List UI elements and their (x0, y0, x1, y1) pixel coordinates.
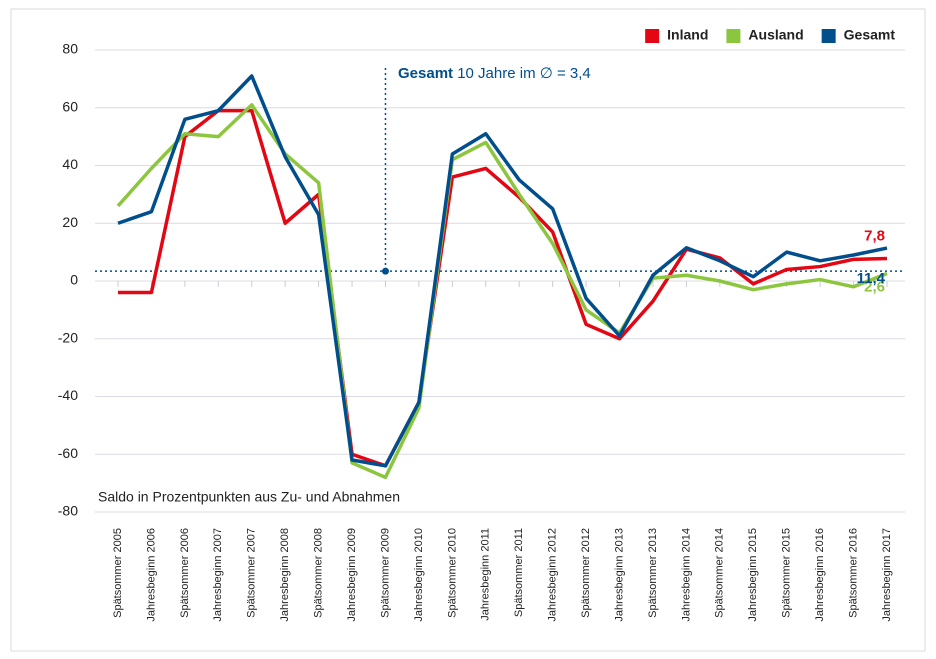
x-tick-label: Jahresbeginn 2012 (547, 528, 559, 622)
value-label: 11,4 (857, 270, 886, 287)
x-tick-label: Spätsommer 2014 (714, 528, 726, 618)
y-tick-label: 80 (62, 41, 78, 57)
line-series (116, 103, 888, 480)
x-tick-label: Spätsommer 2011 (513, 528, 525, 617)
x-tick-label: Jahresbeginn 2008 (279, 528, 291, 622)
x-tick-label: Spätsommer 2008 (313, 528, 325, 618)
legend-label: Gesamt (844, 27, 896, 43)
x-tick-label: Jahresbeginn 2007 (212, 528, 224, 622)
y-tick-label: -80 (58, 503, 78, 519)
x-tick-label: Spätsommer 2015 (781, 528, 793, 618)
x-tick-label: Spätsommer 2007 (246, 528, 258, 618)
y-tick-label: 60 (62, 98, 78, 114)
x-tick-label: Spätsommer 2009 (379, 528, 391, 618)
legend-swatch (821, 29, 836, 43)
line-series (117, 74, 888, 468)
x-tick-label: Jahresbeginn 2010 (413, 528, 425, 622)
x-tick-label: Jahresbeginn 2011 (480, 528, 492, 621)
legend-label: Inland (667, 27, 708, 43)
x-tick-label: Spätsommer 2006 (179, 528, 191, 618)
x-tick-label: Spätsommer 2005 (112, 528, 124, 618)
x-tick-label: Spätsommer 2016 (847, 528, 859, 618)
legend-swatch (645, 29, 660, 43)
y-axis-label: Saldo in Prozentpunkten aus Zu- und Abna… (98, 489, 400, 505)
x-tick-label: Jahresbeginn 2015 (747, 528, 759, 622)
annotation: Gesamt 10 Jahre im ∅ = 3,4 (398, 65, 591, 82)
annotation-text: 10 Jahre im ∅ = 3,4 (457, 65, 591, 82)
legend-label: Ausland (748, 27, 803, 43)
y-tick-label: -20 (58, 329, 78, 345)
y-tick-label: -40 (58, 387, 78, 403)
y-tick-label: 20 (62, 214, 78, 230)
x-tick-label: Spätsommer 2010 (446, 528, 458, 618)
y-tick-label: -60 (58, 445, 78, 461)
x-tick-label: Jahresbeginn 2014 (680, 528, 692, 622)
annotation-bold: Gesamt (398, 65, 453, 82)
x-tick-label: Jahresbeginn 2013 (613, 528, 625, 622)
x-tick-label: Spätsommer 2012 (580, 528, 592, 618)
y-tick-label: 0 (70, 272, 78, 288)
x-tick-label: Jahresbeginn 2006 (145, 528, 157, 622)
value-label: 7,8 (864, 227, 885, 244)
y-tick-label: 40 (62, 156, 78, 172)
x-tick-label: Jahresbeginn 2016 (814, 528, 826, 622)
x-tick-label: Jahresbeginn 2017 (881, 528, 893, 622)
x-tick-label: Jahresbeginn 2009 (346, 528, 358, 622)
average-dot (381, 267, 389, 275)
x-tick-label: Spätsommer 2013 (647, 528, 659, 618)
legend-swatch (726, 29, 741, 43)
panel (10, 8, 926, 652)
value-label: 2,6 (864, 278, 885, 295)
